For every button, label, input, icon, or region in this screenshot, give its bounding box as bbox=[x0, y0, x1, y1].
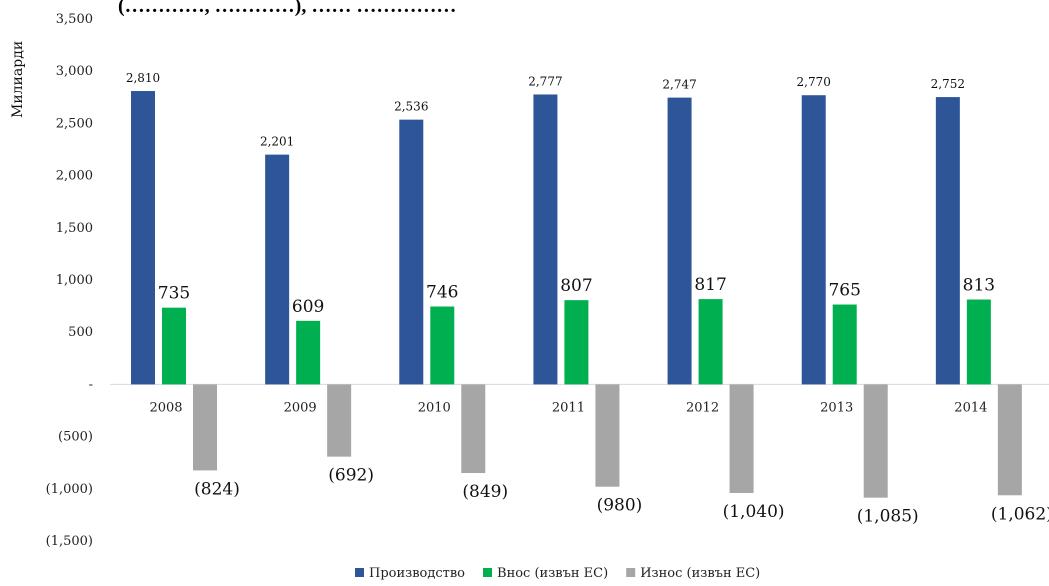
x-tick-label: 2014 bbox=[954, 400, 987, 415]
bars-group bbox=[131, 91, 1022, 498]
bar bbox=[863, 384, 888, 498]
x-tick-label: 2013 bbox=[820, 400, 853, 415]
data-label: 2,810 bbox=[126, 71, 160, 85]
data-label: 746 bbox=[426, 283, 458, 303]
legend-swatch bbox=[355, 568, 364, 577]
x-tick-label: 2009 bbox=[284, 400, 317, 415]
data-label: (980) bbox=[597, 496, 643, 516]
data-label: 807 bbox=[560, 276, 592, 296]
bar bbox=[327, 384, 352, 457]
y-axis-label: Милиарди bbox=[10, 41, 26, 118]
y-tick-label: 2,500 bbox=[56, 116, 93, 131]
y-tick-label: 2,000 bbox=[56, 169, 93, 184]
bar bbox=[162, 307, 186, 385]
bar bbox=[131, 91, 155, 385]
bar bbox=[935, 97, 960, 385]
data-labels-group: 2,810 735 (824) 2,201 609 (692) 2,536 746 (849) 2… bbox=[126, 71, 1049, 527]
y-tick-label: 3,000 bbox=[56, 64, 93, 79]
bar bbox=[729, 384, 754, 493]
data-label: (824) bbox=[194, 479, 240, 499]
bar bbox=[430, 306, 455, 385]
y-tick-label: 1,500 bbox=[56, 221, 93, 236]
data-label: 2,777 bbox=[528, 74, 562, 88]
data-label: (692) bbox=[328, 466, 374, 486]
bar bbox=[461, 384, 486, 474]
data-label: 813 bbox=[963, 276, 995, 296]
bar bbox=[698, 299, 723, 385]
legend-swatch bbox=[483, 568, 493, 577]
bar bbox=[399, 119, 424, 385]
data-label: 735 bbox=[158, 284, 190, 304]
data-label: 2,752 bbox=[931, 77, 965, 91]
bar bbox=[533, 94, 558, 385]
legend-swatch bbox=[626, 568, 636, 577]
bar bbox=[667, 97, 692, 385]
bar bbox=[595, 384, 620, 487]
x-tick-label: 2010 bbox=[418, 400, 451, 415]
bar bbox=[564, 300, 589, 385]
legend-label: Износ (извън ЕС) bbox=[640, 566, 760, 581]
bar bbox=[296, 320, 321, 385]
bar bbox=[265, 154, 290, 385]
bar bbox=[966, 299, 991, 385]
y-tick-label: 500 bbox=[68, 325, 93, 340]
x-tick-label: 2011 bbox=[552, 400, 585, 415]
data-label: (1,040) bbox=[723, 502, 785, 522]
data-label: 2,536 bbox=[394, 100, 428, 114]
y-tick-label: - bbox=[89, 377, 93, 392]
data-label: 2,770 bbox=[797, 75, 831, 89]
bar bbox=[193, 384, 217, 471]
y-tick-label: (1,500) bbox=[46, 534, 93, 549]
x-tick-label: 2008 bbox=[149, 400, 182, 415]
y-tick-label: (500) bbox=[58, 430, 93, 445]
data-label: (1,085) bbox=[857, 507, 919, 527]
y-tick-label: 1,000 bbox=[56, 273, 93, 288]
chart-title: (…………, …………), …… …………… bbox=[118, 0, 456, 17]
y-tick-label: 3,500 bbox=[56, 12, 93, 27]
data-label: 2,747 bbox=[662, 78, 696, 92]
legend: Производство Внос (извън ЕС) Износ (извън … bbox=[355, 566, 760, 581]
data-label: 765 bbox=[828, 281, 860, 301]
data-label: (1,062) bbox=[991, 504, 1049, 524]
data-label: (849) bbox=[462, 482, 508, 502]
legend-label: Внос (извън ЕС) bbox=[497, 566, 608, 581]
data-label: 2,201 bbox=[260, 135, 294, 149]
bar bbox=[997, 384, 1022, 496]
data-label: 609 bbox=[292, 297, 324, 317]
y-tick-label: (1,000) bbox=[46, 482, 93, 497]
x-tick-label: 2012 bbox=[686, 400, 719, 415]
data-label: 817 bbox=[694, 275, 726, 295]
legend-label: Производство bbox=[369, 566, 465, 581]
bar bbox=[801, 95, 826, 385]
bar bbox=[832, 304, 857, 385]
